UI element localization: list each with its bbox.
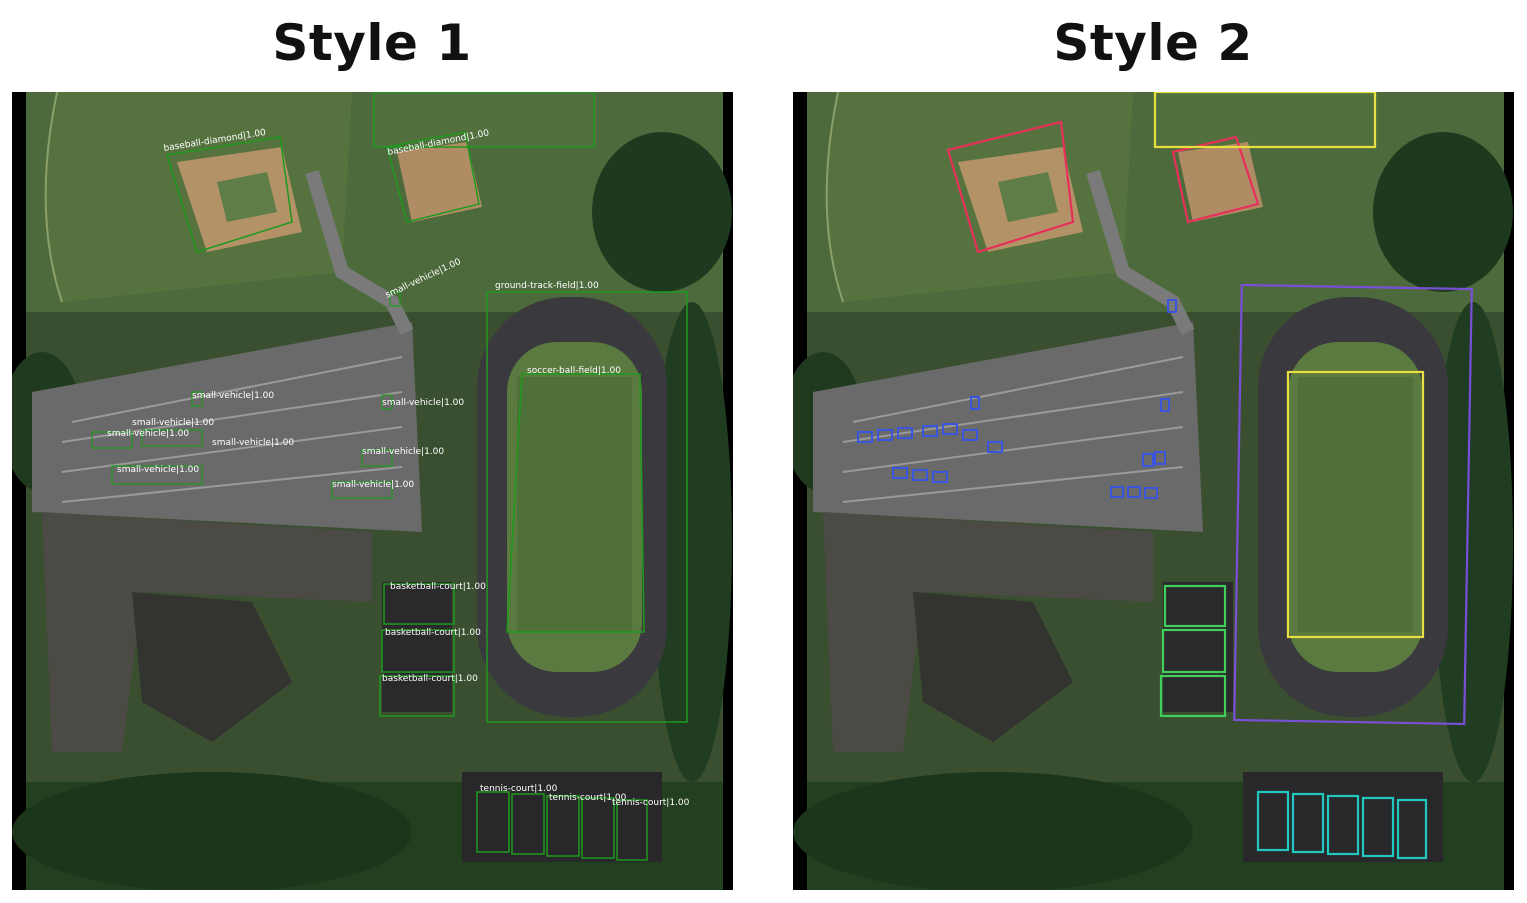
label-tennis-court-1: tennis-court|1.00 xyxy=(480,784,558,794)
label-tennis-court-2: tennis-court|1.00 xyxy=(549,793,627,803)
small-vehicle-box xyxy=(922,425,938,437)
style2-vehicle-boxes xyxy=(857,299,1177,499)
style1-vehicle-boxes xyxy=(91,291,401,499)
field-box-top xyxy=(373,92,595,148)
aerial-scene xyxy=(793,92,1514,890)
soccer-ball-field-box xyxy=(1286,370,1425,639)
tennis-court-box-2 xyxy=(511,793,545,855)
basketball-court-box-1 xyxy=(383,583,455,625)
label-small-vehicle: small-vehicle|1.00 xyxy=(117,465,199,475)
small-vehicle-box xyxy=(962,429,978,441)
tennis-court-box-5 xyxy=(1396,798,1428,860)
small-vehicle-box xyxy=(331,481,393,499)
small-vehicle-box xyxy=(389,291,401,307)
small-vehicle-box xyxy=(877,429,893,441)
style1-panel: baseball-diamond|1.00 baseball-diamond|1… xyxy=(12,92,733,890)
basketball-court-box-3 xyxy=(379,675,455,717)
label-basketball-court-1: basketball-court|1.00 xyxy=(390,582,486,592)
soccer-ball-field-box xyxy=(506,373,645,633)
label-basketball-court-3: basketball-court|1.00 xyxy=(382,674,478,684)
small-vehicle-box xyxy=(381,394,393,410)
small-vehicle-box xyxy=(932,471,948,483)
label-small-vehicle: small-vehicle|1.00 xyxy=(362,447,444,457)
small-vehicle-box xyxy=(1110,486,1124,498)
label-small-vehicle: small-vehicle|1.00 xyxy=(132,418,214,428)
soccer-field-box-top xyxy=(1153,92,1377,149)
style1-aerial-image: baseball-diamond|1.00 baseball-diamond|1… xyxy=(12,92,733,890)
style2-title: Style 2 xyxy=(1053,14,1253,72)
small-vehicle-box xyxy=(1167,299,1177,313)
style1-detections xyxy=(166,92,688,861)
style2-aerial-image xyxy=(793,92,1514,890)
ground-track-field-box xyxy=(1233,283,1473,726)
small-vehicle-box xyxy=(1142,453,1154,467)
tennis-court-box-1 xyxy=(1256,790,1290,852)
small-vehicle-box xyxy=(857,431,873,443)
small-vehicle-box xyxy=(892,467,908,479)
label-small-vehicle: small-vehicle|1.00 xyxy=(107,429,189,439)
style2-panel xyxy=(793,92,1514,890)
tennis-court-box-2 xyxy=(1291,792,1325,854)
basketball-court-box-2 xyxy=(1161,628,1227,674)
small-vehicle-box xyxy=(141,429,203,447)
tennis-court-box-5 xyxy=(616,799,648,861)
baseball-diamond-box-2 xyxy=(1171,135,1260,224)
tennis-court-box-4 xyxy=(1361,796,1395,858)
label-small-vehicle: small-vehicle|1.00 xyxy=(212,438,294,448)
label-basketball-court-2: basketball-court|1.00 xyxy=(385,628,481,638)
small-vehicle-box xyxy=(987,441,1003,453)
small-vehicle-box xyxy=(1144,487,1158,499)
label-small-vehicle: small-vehicle|1.00 xyxy=(192,391,274,401)
aerial-scene xyxy=(12,92,733,890)
basketball-court-box-2 xyxy=(381,629,455,673)
small-vehicle-box xyxy=(1154,451,1166,465)
style2-detections xyxy=(946,92,1473,860)
basketball-court-box-1 xyxy=(1163,584,1227,628)
small-vehicle-box xyxy=(361,449,393,467)
small-vehicle-box xyxy=(111,465,203,485)
small-vehicle-box xyxy=(1127,486,1141,498)
label-small-vehicle: small-vehicle|1.00 xyxy=(382,398,464,408)
small-vehicle-box xyxy=(942,423,958,435)
label-small-vehicle: small-vehicle|1.00 xyxy=(332,480,414,490)
tennis-court-box-3 xyxy=(1326,794,1360,856)
small-vehicle-box xyxy=(970,396,980,410)
small-vehicle-box xyxy=(1160,398,1170,412)
small-vehicle-box xyxy=(912,469,928,481)
ground-track-field-box xyxy=(486,291,688,723)
tennis-court-box-1 xyxy=(476,791,510,853)
label-tennis-court-3: tennis-court|1.00 xyxy=(612,798,690,808)
tennis-court-box-4 xyxy=(581,797,615,859)
style1-title: Style 1 xyxy=(272,14,472,72)
baseball-diamond-box-1 xyxy=(946,120,1075,254)
small-vehicle-box xyxy=(191,391,203,407)
small-vehicle-box xyxy=(91,431,133,449)
baseball-diamond-box-2 xyxy=(386,131,480,223)
label-soccer-ball-field: soccer-ball-field|1.00 xyxy=(527,366,621,376)
basketball-court-box-3 xyxy=(1159,674,1227,718)
baseball-diamond-box-1 xyxy=(166,136,293,253)
tennis-court-box-3 xyxy=(546,795,580,857)
small-vehicle-box xyxy=(897,427,913,439)
label-ground-track-field: ground-track-field|1.00 xyxy=(495,281,599,291)
